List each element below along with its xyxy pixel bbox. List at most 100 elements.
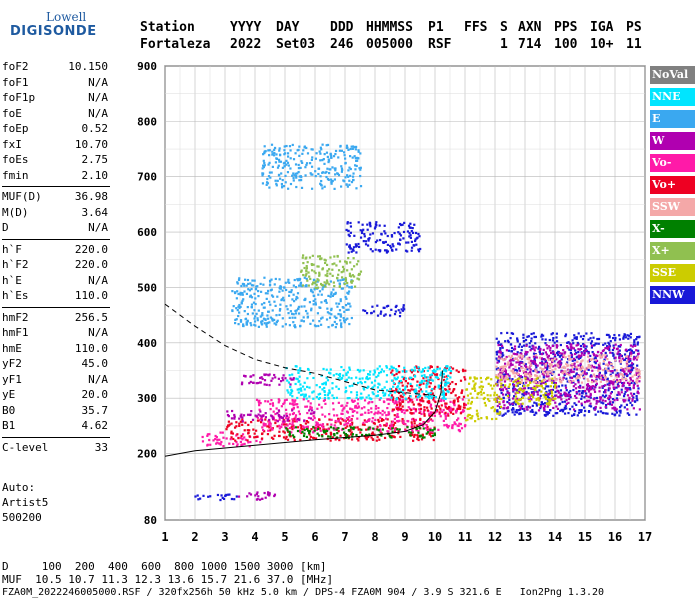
echo-point [573,368,576,371]
echo-point [636,390,639,393]
echo-point [378,371,381,375]
echo-point [559,409,562,412]
echo-point [239,305,242,308]
echo-point [562,355,565,358]
echo-point [292,407,295,410]
echo-point [428,418,431,421]
echo-point [402,304,405,307]
echo-point [242,324,245,328]
echo-point [329,272,332,275]
echo-point [569,351,573,354]
echo-point [327,160,330,164]
echo-point [367,409,370,412]
echo-point [323,415,327,418]
echo-point [453,422,456,425]
echo-point [283,401,286,404]
param-name: foEs [2,153,29,166]
echo-point [572,385,575,388]
echo-point [294,426,298,429]
echo-point [533,335,536,339]
echo-point [392,245,395,248]
echo-point [275,323,278,326]
echo-point [614,336,617,340]
echo-point [589,405,593,408]
echo-point [411,429,414,433]
echo-point [529,359,533,362]
echo-point [410,424,414,427]
echo-point [618,379,621,383]
echo-point [458,396,461,399]
echo-point [546,393,549,396]
echo-point [618,393,621,396]
echo-point [433,368,436,372]
echo-point [243,436,246,439]
echo-point [334,326,337,329]
echo-point [425,390,428,393]
echo-point [250,296,254,299]
echo-point [281,325,284,328]
echo-point [291,402,294,406]
echo-point [518,412,522,415]
echo-point [565,362,568,365]
echo-point [520,405,524,408]
echo-point [467,382,471,385]
param-name: yE [2,388,16,401]
echo-point [635,349,638,352]
echo-point [300,305,303,308]
echo-point [346,418,350,421]
echo-point [367,373,370,376]
echo-point [284,323,287,326]
echo-point [506,373,509,376]
echo-point [591,369,594,372]
echo-point [375,224,378,227]
echo-point [367,411,370,415]
echo-point [241,292,244,295]
echo-point [320,301,323,304]
echo-point [306,429,310,432]
echo-point [548,338,551,342]
echo-point [617,381,620,384]
echo-point [344,390,347,394]
echo-point [355,187,358,190]
echo-point [373,433,376,436]
echo-point [346,302,350,305]
echo-point [369,248,372,251]
echo-point [271,377,274,380]
echo-point [501,388,504,391]
echo-point [622,335,625,338]
echo-point [518,367,521,370]
echo-point [457,417,460,420]
echo-point [337,302,341,305]
echo-point [418,423,421,426]
echo-point [346,284,349,287]
echo-point [557,373,561,376]
echo-point [262,283,265,286]
echo-point [233,415,236,418]
echo-point [288,413,291,416]
echo-point [500,397,503,401]
echo-point [433,387,436,390]
echo-point [515,361,518,364]
x-tick-label: 4 [251,530,258,544]
echo-point [376,412,379,415]
echo-point [554,355,557,358]
echo-point [232,437,235,441]
echo-point [309,435,312,438]
echo-point [242,323,245,326]
echo-point [433,433,437,437]
echo-point [245,284,248,287]
echo-point [555,336,558,339]
echo-point [230,430,233,433]
echo-point [345,389,348,393]
echo-point [414,388,417,391]
echo-point [557,385,561,388]
echo-point [383,224,386,227]
echo-point [629,369,632,372]
echo-point [315,395,318,399]
echo-point [355,156,359,160]
echo-point [444,411,447,414]
echo-point [529,371,532,375]
echo-point [496,412,499,415]
echo-point [351,147,354,150]
echo-point [536,364,539,367]
